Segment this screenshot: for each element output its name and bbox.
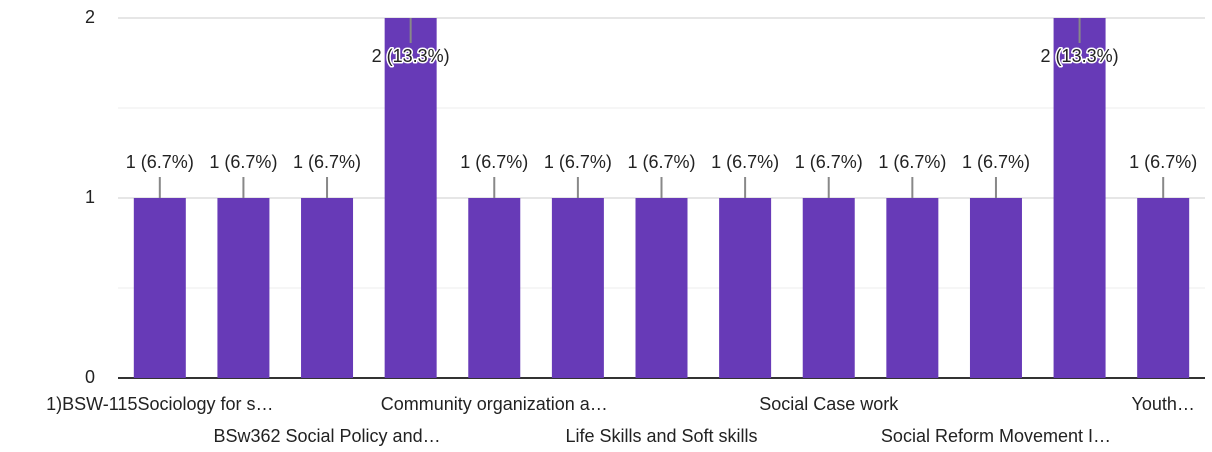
bar	[551, 198, 604, 378]
data-label: 2 (13.3%)	[1041, 46, 1119, 66]
data-label: 1 (6.7%)	[962, 152, 1030, 172]
y-tick-label: 0	[85, 367, 95, 387]
bar	[384, 18, 437, 378]
bar	[1053, 18, 1106, 378]
data-label: 1 (6.7%)	[627, 152, 695, 172]
data-label: 1 (6.7%)	[460, 152, 528, 172]
data-label: 1 (6.7%)	[1129, 152, 1197, 172]
y-tick-label: 2	[85, 7, 95, 27]
bar	[886, 198, 939, 378]
data-label: 1 (6.7%)	[293, 152, 361, 172]
data-label: 2 (13.3%)	[372, 46, 450, 66]
x-tick-label: Youth…	[1131, 394, 1194, 414]
bar	[719, 198, 772, 378]
bar	[468, 198, 521, 378]
bar	[133, 198, 186, 378]
data-label: 1 (6.7%)	[544, 152, 612, 172]
x-tick-label: Life Skills and Soft skills	[565, 426, 757, 446]
x-tick-label: Community organization a…	[381, 394, 608, 414]
bar	[1137, 198, 1190, 378]
y-tick-label: 1	[85, 187, 95, 207]
bar	[217, 198, 270, 378]
x-tick-label: 1)BSW-115Sociology for s…	[46, 394, 273, 414]
data-label: 1 (6.7%)	[126, 152, 194, 172]
bar	[969, 198, 1022, 378]
bar	[635, 198, 688, 378]
data-label: 1 (6.7%)	[209, 152, 277, 172]
bar	[802, 198, 855, 378]
data-label: 1 (6.7%)	[795, 152, 863, 172]
x-tick-label: BSw362 Social Policy and…	[213, 426, 440, 446]
data-label: 1 (6.7%)	[878, 152, 946, 172]
bar	[301, 198, 354, 378]
x-tick-label: Social Case work	[759, 394, 899, 414]
data-label: 1 (6.7%)	[711, 152, 779, 172]
x-tick-label: Social Reform Movement I…	[881, 426, 1111, 446]
